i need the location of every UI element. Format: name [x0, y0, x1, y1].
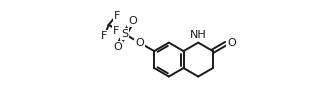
Text: F: F — [101, 31, 107, 41]
Text: O: O — [128, 16, 137, 26]
Text: O: O — [113, 42, 122, 52]
Text: F: F — [113, 11, 120, 21]
Text: S: S — [121, 29, 129, 39]
Text: O: O — [135, 38, 144, 48]
Text: F: F — [113, 26, 120, 36]
Text: NH: NH — [189, 30, 206, 40]
Text: O: O — [227, 38, 236, 48]
